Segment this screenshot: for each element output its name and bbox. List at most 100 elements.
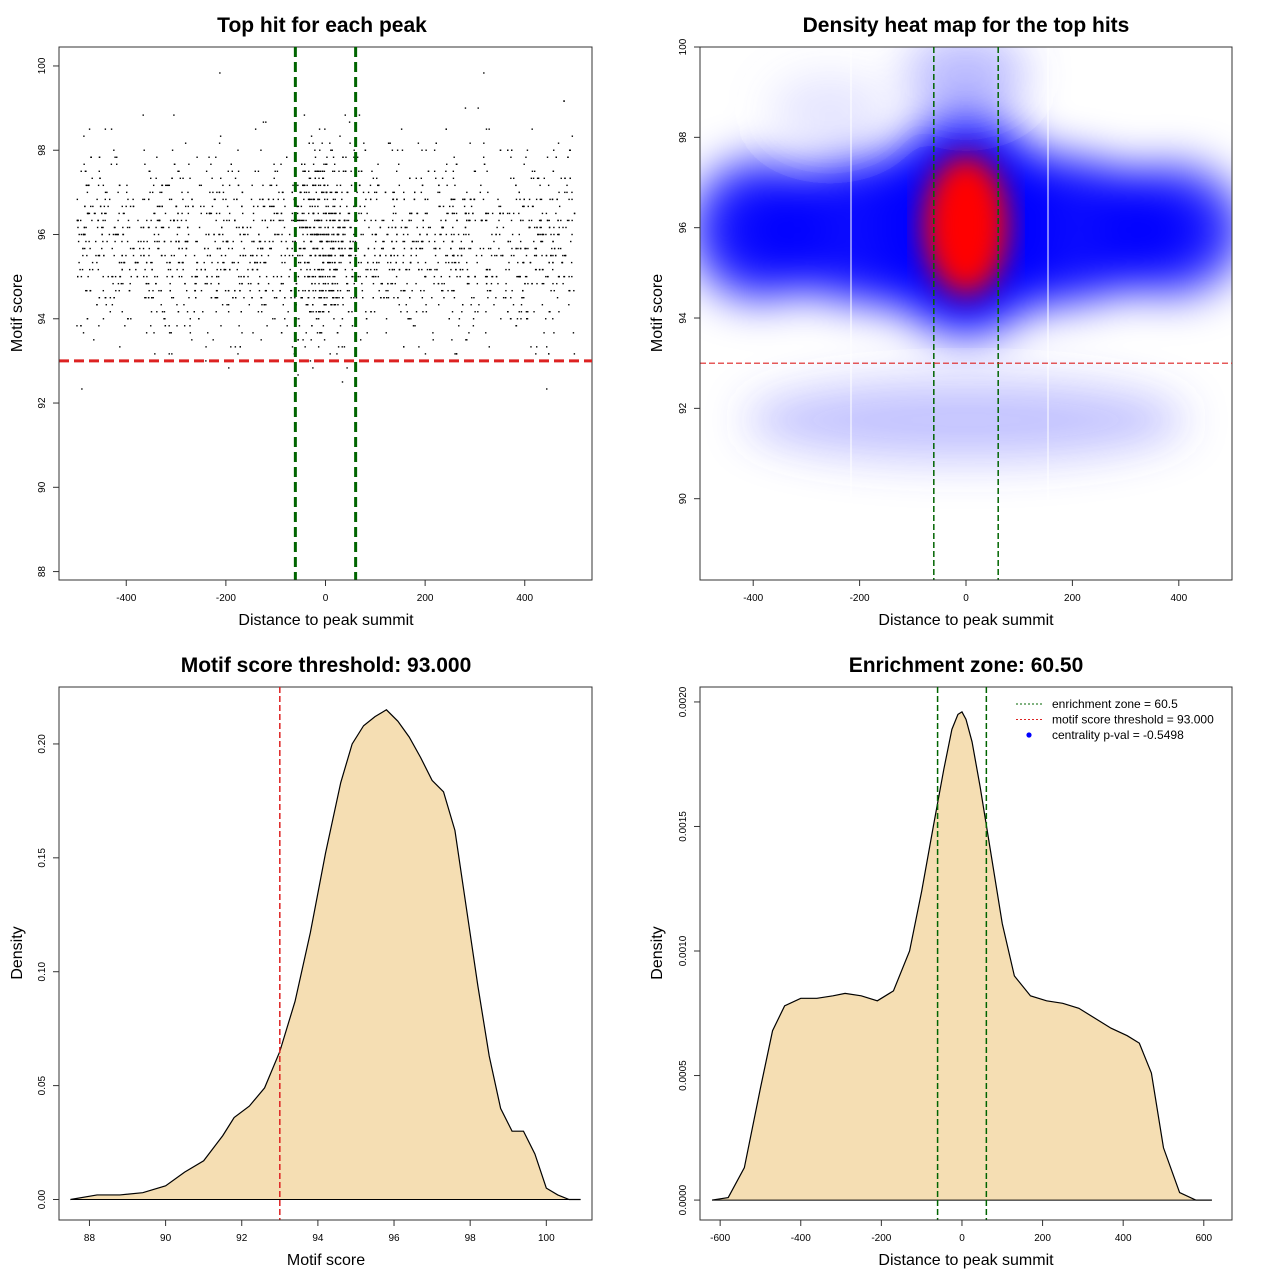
scatter-point <box>217 261 219 264</box>
scatter-point <box>115 289 117 292</box>
scatter-point <box>169 289 171 292</box>
scatter-point <box>346 205 348 208</box>
scatter-point <box>326 198 329 201</box>
scatter-point <box>304 184 306 187</box>
scatter-point <box>272 205 274 208</box>
scatter-point <box>530 177 533 180</box>
scatter-point <box>291 247 293 250</box>
scatter-point <box>387 296 390 299</box>
scatter-point <box>310 311 312 313</box>
scatter-point <box>540 219 542 222</box>
scatter-point <box>568 275 570 278</box>
scatter-point <box>372 282 375 285</box>
scatter-point <box>438 205 440 208</box>
scatter-point <box>123 212 125 215</box>
scatter-point <box>303 247 306 250</box>
scatter-point <box>434 233 436 236</box>
scatter-point <box>263 304 265 306</box>
scatter-point <box>227 240 229 243</box>
heatmap-y-tick-label: 100 <box>678 38 689 55</box>
distance-density-x-tick-label: -600 <box>710 1233 730 1244</box>
scatter-point <box>339 226 341 229</box>
scatter-point <box>277 198 279 201</box>
scatter-point <box>531 128 533 130</box>
scatter-point <box>552 170 555 172</box>
scatter-point <box>280 240 283 243</box>
scatter-point <box>403 289 405 292</box>
scatter-point <box>320 233 322 236</box>
scatter-point <box>184 205 187 208</box>
scatter-point <box>140 226 142 229</box>
scatter-point <box>563 275 566 278</box>
scatter-point <box>463 198 466 201</box>
scatter-point <box>568 219 570 222</box>
scatter-point <box>517 275 519 278</box>
scatter-point <box>395 261 397 264</box>
score-density-x-axis: 88 90 92 94 96 98 100 <box>84 1219 555 1244</box>
scatter-point <box>468 247 470 250</box>
scatter-point <box>307 275 309 278</box>
scatter-point <box>527 282 529 285</box>
scatter-point <box>126 226 129 229</box>
scatter-point <box>508 268 510 271</box>
scatter-point <box>336 233 339 236</box>
scatter-point <box>304 226 307 229</box>
scatter-point <box>259 198 261 201</box>
scatter-point <box>148 226 150 229</box>
scatter-point <box>422 311 424 313</box>
scatter-point <box>302 247 305 250</box>
scatter-point <box>392 212 395 215</box>
scatter-point <box>524 275 527 278</box>
scatter-point <box>572 332 575 334</box>
scatter-point <box>97 268 100 271</box>
scatter-point <box>80 325 82 327</box>
scatter-point <box>418 346 420 348</box>
scatter-points <box>76 72 576 390</box>
scatter-point <box>528 219 530 222</box>
scatter-point <box>314 170 316 172</box>
scatter-point <box>391 268 394 271</box>
scatter-point <box>516 275 518 278</box>
scatter-point <box>328 311 330 313</box>
scatter-point <box>356 219 358 222</box>
scatter-point <box>236 198 238 201</box>
scatter-point <box>552 282 554 285</box>
scatter-point <box>493 304 495 306</box>
scatter-point <box>400 226 403 229</box>
scatter-point <box>450 247 452 250</box>
scatter-point <box>102 219 104 222</box>
scatter-point <box>88 128 91 130</box>
scatter-point <box>566 184 568 187</box>
scatter-point <box>102 318 105 320</box>
scatter-point <box>427 170 430 172</box>
scatter-point <box>371 233 374 236</box>
scatter-point <box>489 247 492 250</box>
scatter-point <box>359 275 361 278</box>
scatter-point <box>189 325 191 327</box>
scatter-point <box>120 261 123 264</box>
scatter-point <box>502 212 504 215</box>
scatter-point <box>352 240 354 243</box>
scatter-point <box>519 240 522 243</box>
scatter-point <box>439 233 441 236</box>
scatter-point <box>103 254 105 257</box>
scatter-point <box>258 289 261 292</box>
scatter-point <box>158 247 160 250</box>
scatter-point <box>410 219 412 222</box>
scatter-point <box>477 107 479 109</box>
scatter-point <box>164 325 167 327</box>
scatter-point <box>273 163 275 165</box>
scatter-point <box>301 226 303 229</box>
scatter-point <box>116 233 118 236</box>
scatter-point <box>81 388 83 390</box>
scatter-point <box>362 233 364 236</box>
scatter-point <box>409 212 411 215</box>
scatter-point <box>305 304 307 306</box>
scatter-point <box>437 191 439 194</box>
scatter-point <box>77 240 80 243</box>
scatter-point <box>395 212 397 215</box>
scatter-point <box>425 304 427 306</box>
scatter-point <box>337 226 339 229</box>
scatter-point <box>297 374 299 376</box>
scatter-point <box>373 268 376 271</box>
